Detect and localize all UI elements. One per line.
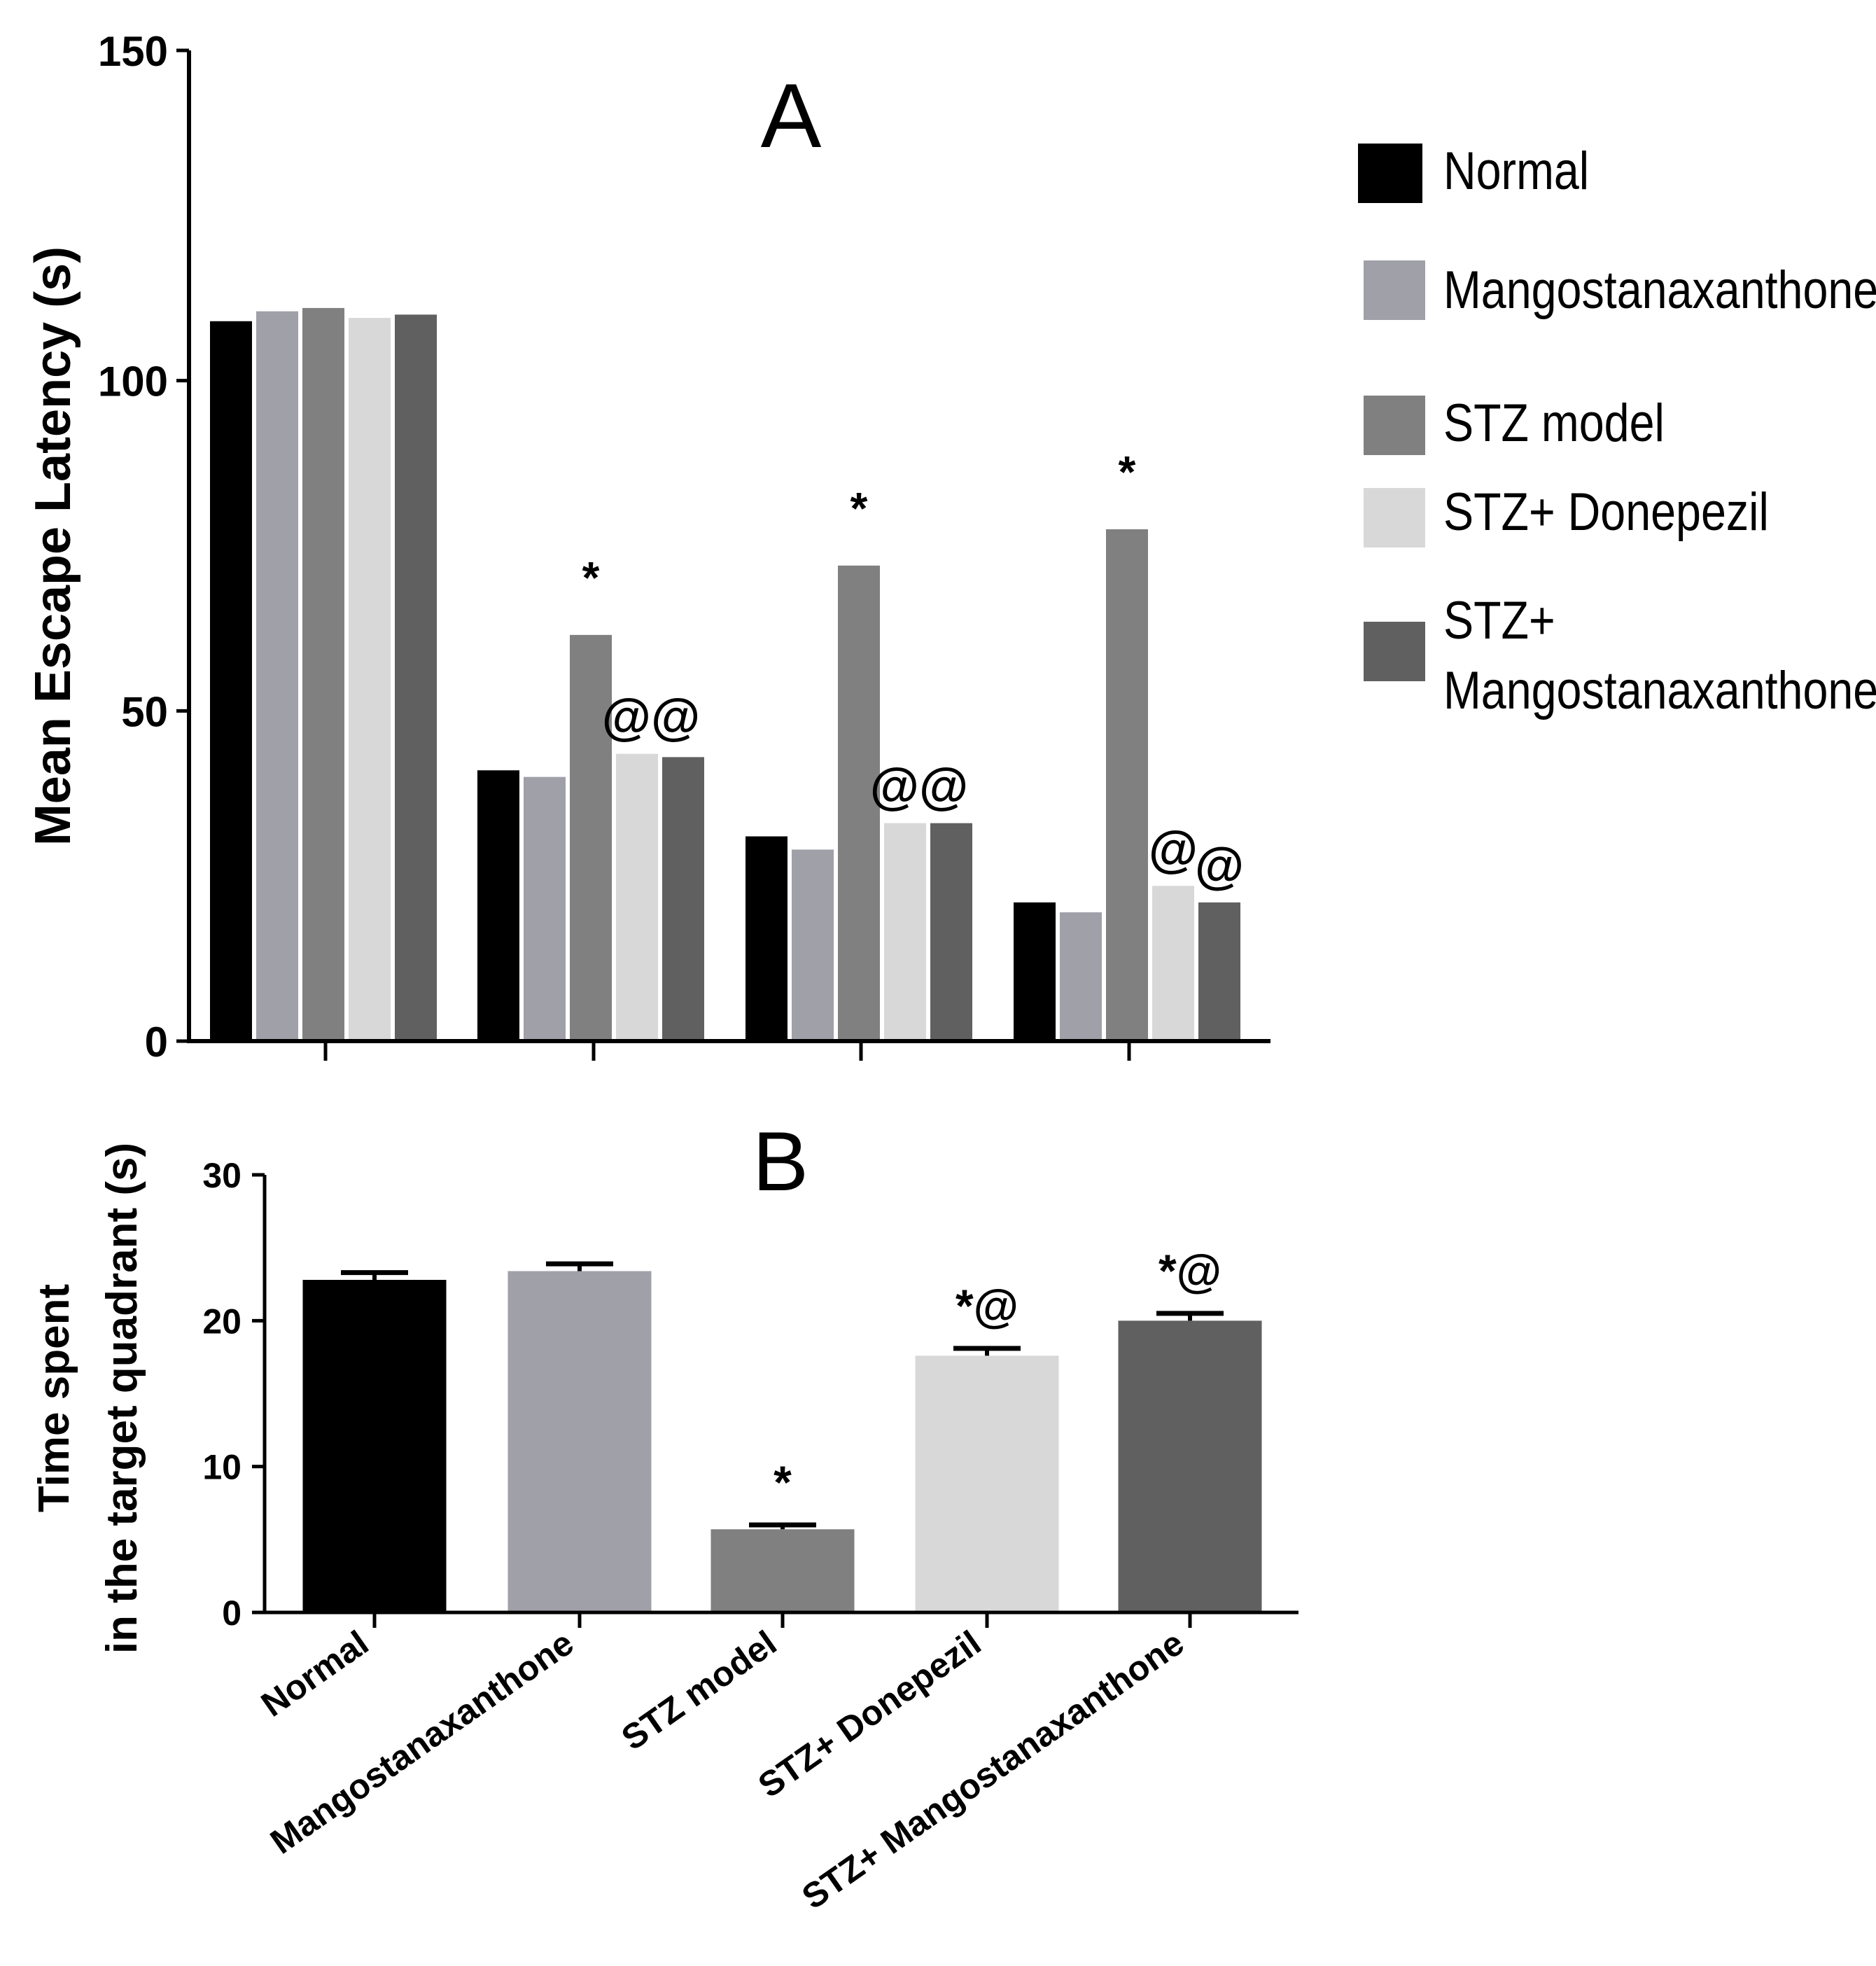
legend-swatch-2 (1364, 260, 1425, 320)
bar-a-1-group-3 (746, 836, 788, 1041)
annotation-a-4: @@ (870, 759, 968, 815)
legend-swatch-3 (1364, 396, 1425, 455)
bar-a-3-group-4 (1106, 529, 1148, 1041)
legend-label-4: STZ+ Donepezil (1443, 482, 1769, 541)
bar-a-2-group-3 (792, 849, 834, 1041)
legend-label-3: STZ model (1443, 393, 1665, 452)
y-tick-label-a-150: 150 (98, 28, 168, 75)
bar-b-4 (915, 1355, 1059, 1612)
bar-a-5-group-4 (1198, 902, 1240, 1041)
annotation-a-1: * (582, 552, 600, 603)
bar-a-5-group-2 (662, 757, 704, 1041)
panel-b-label: B (752, 1115, 808, 1208)
bar-a-3-group-3 (838, 565, 880, 1041)
y-tick-label-a-50: 50 (121, 688, 168, 735)
bar-a-3-group-1 (302, 307, 344, 1041)
bar-b-5 (1118, 1320, 1262, 1612)
bar-a-4-group-1 (349, 318, 391, 1041)
annotation-a-5: * (1119, 447, 1136, 497)
y-tick-label-b-0: 0 (222, 1594, 241, 1633)
panel-a-chart: * @@ * @@ * @@ 0 50 100 150 A Mean Escape Latenc… (25, 28, 1270, 1066)
bar-a-1-group-1 (210, 321, 252, 1042)
x-tick-label-b-1: Normal (254, 1623, 375, 1724)
bar-a-2-group-1 (256, 311, 298, 1041)
legend-label-5-line1: STZ+ (1443, 590, 1555, 650)
legend-swatch-4 (1364, 488, 1425, 548)
bar-a-2-group-4 (1060, 912, 1102, 1041)
annotation-a-7: @ (1195, 838, 1244, 894)
annotation-b-4: *@ (955, 1280, 1018, 1332)
bar-a-1-group-2 (477, 770, 519, 1041)
bar-a-1-group-4 (1014, 902, 1056, 1041)
y-tick-label-a-0: 0 (145, 1019, 168, 1066)
y-tick-label-b-10: 10 (202, 1448, 241, 1487)
legend-swatch-1 (1358, 144, 1422, 203)
legend-label-5-line2: Mangostanaxanthone (1443, 660, 1876, 720)
x-tick-label-b-3: STZ model (615, 1623, 783, 1757)
bar-a-4-group-4 (1152, 886, 1194, 1041)
bar-a-3-group-2 (570, 634, 612, 1041)
annotation-a-2: @@ (602, 690, 700, 746)
annotation-b-3: * (774, 1456, 792, 1508)
annotation-a-6: @ (1149, 821, 1198, 877)
bar-a-4-group-2 (616, 753, 658, 1041)
bar-a-4-group-3 (884, 823, 926, 1041)
x-tick-label-b-5: STZ+ Mangostanaxanthone (795, 1623, 1191, 1917)
panel-a-y-axis-label: Mean Escape Latency (s) (25, 246, 81, 846)
bar-b-2 (507, 1271, 652, 1612)
annotation-b-5: *@ (1158, 1245, 1222, 1297)
bar-a-2-group-2 (524, 776, 566, 1041)
legend: Normal Mangostanaxanthone STZ model STZ+ Do… (1358, 141, 1876, 720)
legend-label-2: Mangostanaxanthone (1443, 260, 1876, 319)
y-tick-label-b-30: 30 (202, 1156, 241, 1195)
panel-b-y-axis-label-line2: in the target quadrant (s) (98, 1143, 146, 1654)
panel-a-label: A (761, 64, 822, 167)
y-tick-label-b-20: 20 (202, 1302, 241, 1341)
bar-a-5-group-3 (930, 823, 972, 1041)
legend-swatch-5 (1364, 622, 1425, 681)
bar-b-1 (302, 1280, 447, 1612)
bar-b-3 (710, 1529, 855, 1612)
annotation-a-3: * (850, 483, 868, 534)
y-tick-label-a-100: 100 (98, 358, 168, 405)
bar-a-5-group-1 (395, 314, 437, 1041)
panel-b-y-axis-label-line1: Time spent (30, 1284, 78, 1512)
legend-label-1: Normal (1443, 141, 1589, 200)
